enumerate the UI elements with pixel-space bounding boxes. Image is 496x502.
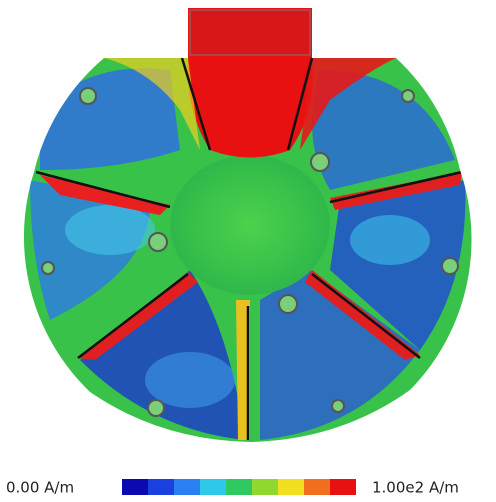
color-bar-max-label: 1.00e2 A/m — [372, 479, 459, 497]
color-bar-min-label: 0.00 A/m — [6, 479, 74, 497]
motor-cross-section — [23, 8, 472, 442]
color-bar — [122, 479, 356, 495]
